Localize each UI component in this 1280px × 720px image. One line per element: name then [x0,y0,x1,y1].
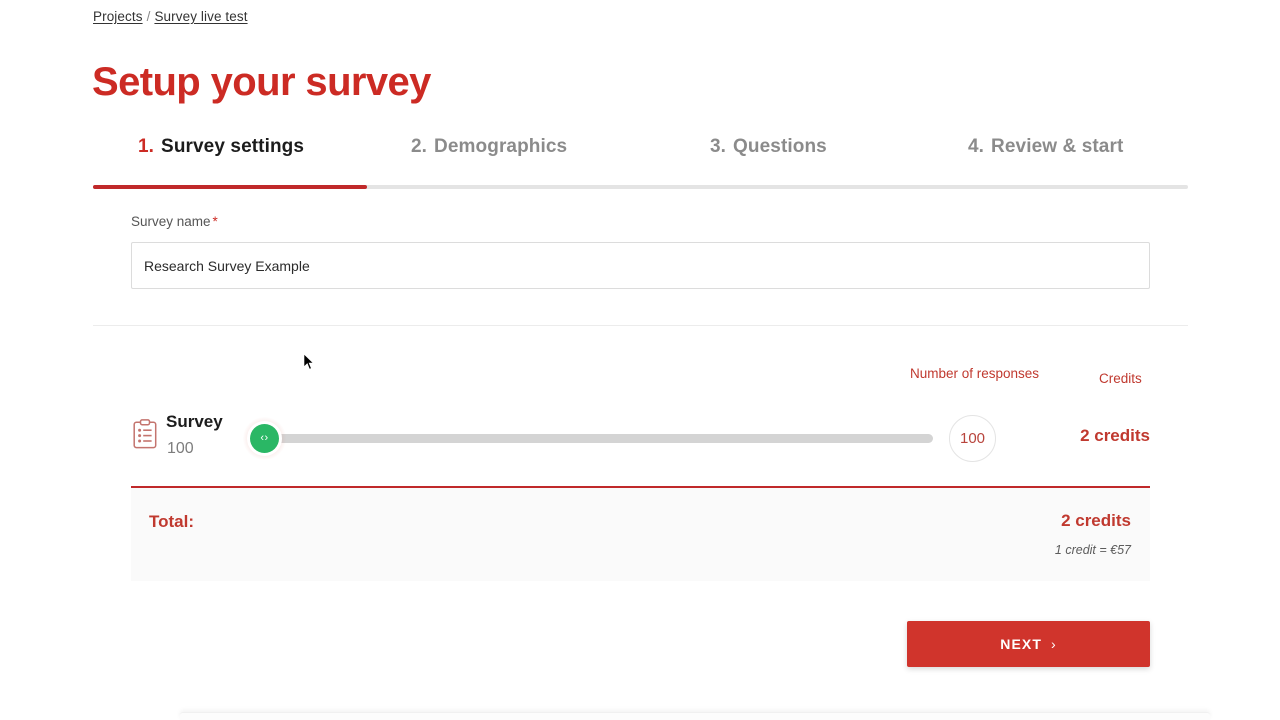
tab-demographics[interactable]: 2. Demographics [411,136,567,158]
tab-number-2: 2. [411,136,428,157]
responses-value-bubble[interactable]: 100 [949,415,996,462]
total-amount: 2 credits [1061,511,1131,530]
breadcrumb-separator: / [146,9,151,24]
next-button[interactable]: NEXT › [907,621,1150,667]
survey-name-label-text: Survey name [131,214,211,229]
page-title: Setup your survey [92,60,431,104]
product-row-survey: Survey 100 ‹› 100 2 credits [131,405,1150,475]
tab-label-3: Questions [733,136,827,157]
total-panel: Total: 2 credits 1 credit = €57 [131,486,1150,581]
row-credits-value: 2 credits [1080,426,1150,445]
section-divider [93,325,1188,326]
survey-name-label: Survey name * [131,214,218,229]
chevron-right-icon: › [1050,636,1057,652]
product-name: Survey [166,412,223,431]
column-header-responses: Number of responses [910,366,1040,381]
tab-label-1: Survey settings [161,136,305,157]
step-progress-track [93,185,1188,189]
tab-questions[interactable]: 3. Questions [710,136,827,158]
credit-rate-note: 1 credit = €57 [1054,543,1131,557]
tab-label-4: Review & start [991,136,1124,157]
page-bottom-edge [180,712,1210,720]
responses-slider-track[interactable] [270,434,933,443]
tab-number-3: 3. [710,136,727,157]
responses-slider-thumb[interactable]: ‹› [243,417,286,460]
tab-survey-settings[interactable]: 1. Survey settings [138,136,304,158]
breadcrumb-link-survey-live-test[interactable]: Survey live test [154,9,248,24]
clipboard-icon [133,419,157,449]
column-header-credits: Credits [1099,371,1142,386]
mouse-cursor [303,352,315,371]
step-progress-fill [93,185,367,189]
step-tabs: 1. Survey settings 2. Demographics 3. Quest… [93,136,1188,178]
breadcrumb-link-projects[interactable]: Projects [93,9,143,24]
breadcrumb: Projects / Survey live test [93,9,248,24]
tab-number-4: 4. [968,136,985,157]
tab-review-and-start[interactable]: 4. Review & start [968,136,1123,158]
next-button-label: NEXT [1000,636,1042,652]
required-marker: * [212,214,218,229]
product-count: 100 [167,440,194,457]
survey-name-input[interactable] [131,242,1150,289]
tab-label-2: Demographics [434,136,568,157]
total-label: Total: [149,512,195,531]
slider-thumb-handle[interactable]: ‹› [250,424,279,453]
tab-number-1: 1. [138,136,155,157]
